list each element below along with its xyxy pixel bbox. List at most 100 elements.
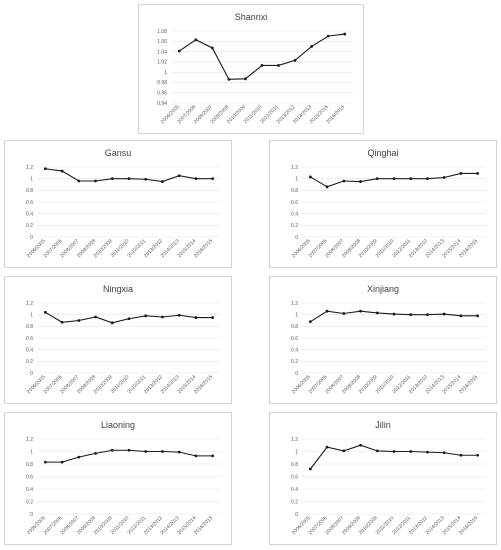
- x-tick-label: 2016/2015: [458, 374, 479, 395]
- y-tick-label: 0: [30, 235, 33, 241]
- y-tick-label: 0: [295, 371, 298, 377]
- y-tick-label: 0.4: [291, 347, 298, 353]
- y-tick-label: 0.2: [26, 359, 33, 365]
- data-point: [110, 448, 114, 452]
- y-tick-label: 0.6: [26, 200, 33, 206]
- data-point: [211, 454, 215, 458]
- y-tick-label: 0.6: [291, 336, 298, 342]
- data-point: [227, 77, 231, 81]
- data-point: [127, 177, 131, 181]
- y-tick-label: 1: [30, 312, 33, 318]
- y-tick-label: 1: [164, 70, 167, 76]
- data-point: [310, 45, 314, 48]
- y-tick-label: 0.8: [26, 324, 33, 330]
- series-line: [310, 172, 478, 188]
- data-point: [43, 460, 47, 464]
- series-line: [178, 33, 345, 80]
- y-tick-label: 1: [30, 176, 33, 182]
- y-tick-label: 0.8: [26, 462, 33, 468]
- data-point: [77, 455, 81, 459]
- chart-ningxia: Ningxia1.210.80.60.40.202006/20052007/20…: [26, 284, 221, 395]
- y-tick-label: 1.02: [157, 60, 167, 66]
- data-point: [476, 453, 480, 457]
- data-point: [60, 169, 64, 173]
- y-tick-label: 0.4: [291, 211, 298, 217]
- chart-panel-xinjiang: Xinjiang 1.2 1 0.8 0.6 0.4 0.2 0 2006/2005 2007/2…: [269, 276, 497, 404]
- data-point: [94, 315, 97, 319]
- data-point: [60, 460, 64, 464]
- data-point: [260, 64, 264, 67]
- data-point: [342, 449, 346, 453]
- y-tick-label: 1.2: [291, 165, 298, 171]
- y-tick-label: 0.2: [291, 223, 298, 229]
- data-point: [110, 177, 114, 181]
- data-point: [325, 185, 329, 189]
- x-tick-label: 2016/2015: [193, 238, 214, 259]
- y-tick-label: 1.2: [291, 301, 298, 307]
- data-point: [409, 313, 413, 317]
- data-point: [342, 312, 346, 315]
- data-point: [426, 177, 429, 181]
- chart-xinjiang: Xinjiang1.210.80.60.40.202006/20052007/2…: [291, 284, 486, 395]
- data-point: [343, 32, 347, 36]
- data-point: [409, 177, 413, 181]
- y-tick-label: 0.8: [291, 324, 298, 330]
- chart-title: Xinjiang: [367, 284, 399, 294]
- data-point: [161, 450, 164, 453]
- y-tick-label: 0.8: [291, 188, 298, 194]
- chart-title: Ningxia: [103, 284, 133, 294]
- chart-title: Liaoning: [101, 420, 135, 430]
- chart-panel-shannxi: Shannxi 1.08 1.06 1.04 1.02 1 0.98 0.96 0.94 2006…: [138, 4, 364, 134]
- y-tick-label: 1: [295, 176, 298, 182]
- data-point: [177, 49, 181, 53]
- data-point: [211, 316, 215, 319]
- chart-title: Gansu: [105, 148, 132, 158]
- data-point: [43, 167, 47, 171]
- y-tick-label: 1.06: [157, 39, 167, 45]
- data-point: [392, 312, 396, 316]
- chart-title: Shannxi: [235, 12, 268, 22]
- y-tick-label: 1.04: [157, 49, 167, 55]
- y-tick-label: 0.2: [26, 499, 33, 505]
- data-point: [177, 313, 181, 317]
- data-point: [342, 179, 346, 183]
- data-point: [459, 314, 463, 318]
- y-tick-label: 0: [295, 235, 298, 241]
- y-tick-label: 0.4: [26, 347, 33, 353]
- data-point: [77, 319, 81, 322]
- data-point: [442, 451, 446, 455]
- data-point: [277, 64, 280, 67]
- y-tick-label: 0.4: [26, 487, 33, 493]
- data-point: [308, 320, 312, 324]
- data-point: [426, 450, 429, 454]
- data-point: [144, 450, 148, 453]
- data-point: [194, 316, 198, 319]
- data-point: [459, 453, 463, 457]
- data-point: [244, 77, 247, 81]
- data-point: [392, 450, 396, 453]
- data-point: [293, 58, 297, 62]
- data-point: [375, 449, 379, 453]
- y-tick-label: 0.2: [291, 499, 298, 505]
- data-point: [177, 174, 181, 178]
- y-tick-label: 0.2: [291, 359, 298, 365]
- chart-panel-qinghai: Qinghai 1.2 1 0.8 0.6 0.4 0.2 0 2006/2005 2007/20…: [269, 140, 497, 268]
- y-tick-label: 0.4: [26, 211, 33, 217]
- data-point: [325, 309, 329, 313]
- chart-liaoning: Liaoning1.210.80.60.40.202006/20052007/2…: [26, 420, 221, 536]
- chart-title: Qinghai: [367, 148, 398, 158]
- data-point: [308, 175, 312, 179]
- y-tick-label: 1.2: [291, 437, 298, 443]
- data-point: [127, 448, 131, 452]
- x-tick-label: 2016/2015: [458, 238, 479, 259]
- data-point: [110, 321, 114, 325]
- x-tick-label: 2016/2015: [193, 515, 214, 536]
- y-tick-label: 1: [30, 449, 33, 455]
- x-tick-label: 2016/2015: [458, 515, 479, 536]
- data-point: [308, 467, 312, 471]
- data-point: [359, 180, 362, 183]
- chart-gansu: Gansu1.210.80.60.40.202006/20052007/2006…: [26, 148, 221, 259]
- y-tick-label: 1: [295, 449, 298, 455]
- y-tick-label: 0.8: [26, 188, 33, 194]
- data-point: [442, 176, 446, 179]
